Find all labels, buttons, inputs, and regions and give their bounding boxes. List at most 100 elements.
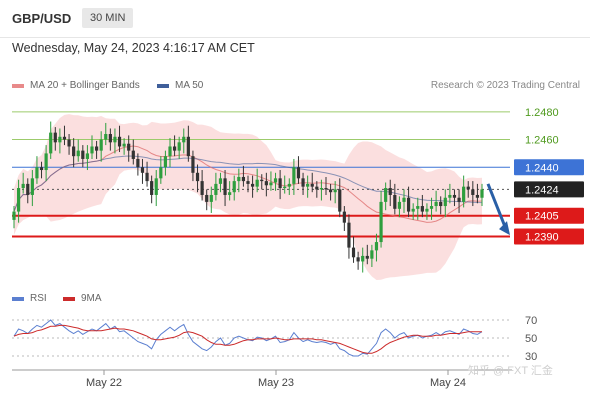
level-label-1.2424: 1.2424: [525, 184, 559, 196]
candle-body: [448, 194, 452, 198]
header-bar: GBP/USD 30 MIN: [0, 0, 590, 38]
candle-body: [434, 201, 438, 207]
candle-body: [365, 255, 369, 259]
candle-body: [127, 143, 131, 151]
candle-body: [351, 247, 356, 258]
candle-body: [296, 167, 301, 179]
candle-body: [361, 255, 365, 262]
candle-body: [480, 189, 484, 198]
chart-datetime: Wednesday, May 24, 2023 4:16:17 AM CET: [12, 41, 255, 55]
candle-body: [94, 146, 99, 151]
candle-body: [30, 178, 34, 195]
candle-body: [462, 186, 466, 202]
symbol-label: GBP/USD: [12, 11, 72, 26]
timeframe-badge[interactable]: 30 MIN: [82, 8, 134, 28]
level-badge-1.2440: [514, 159, 584, 176]
candle-body: [168, 146, 172, 157]
candle-body: [301, 178, 305, 187]
candle-body: [108, 134, 112, 143]
candle-body: [333, 189, 337, 193]
legend-bollinger: MA 20 + Bollinger Bands: [12, 80, 140, 91]
bb-label: MA 20 + Bollinger Bands: [30, 80, 140, 91]
rsi-9ma-line: [13, 324, 482, 354]
level-label-1.2460: 1.2460: [525, 135, 559, 147]
candle-body: [347, 222, 351, 248]
candle-body: [374, 242, 379, 251]
forecast-arrow-shaft: [486, 183, 508, 230]
candle-body: [283, 186, 287, 189]
candle-body: [370, 250, 374, 259]
bb-swatch: [12, 83, 24, 88]
candle-body: [49, 132, 53, 154]
candle-body: [117, 136, 122, 147]
level-label-1.2440: 1.2440: [525, 162, 559, 174]
candle-body: [416, 206, 420, 209]
candle-body: [475, 194, 480, 198]
candle-body: [319, 188, 324, 190]
rsi-label: RSI: [30, 293, 47, 304]
candle-body: [214, 183, 218, 195]
level-label-1.2405: 1.2405: [525, 211, 559, 223]
legend-ma50: MA 50: [157, 80, 203, 91]
candle-body: [466, 186, 470, 190]
candle-body: [232, 181, 236, 193]
candle-body: [443, 197, 447, 207]
candle-body: [131, 150, 135, 159]
candle-body: [200, 181, 204, 195]
candle-body: [429, 206, 434, 209]
level-badge-1.2405: [514, 207, 584, 224]
candle-body: [76, 150, 80, 157]
candle-body: [205, 194, 209, 202]
watermark: 知乎 @ FXT 汇金: [468, 365, 553, 377]
candle-body: [338, 189, 342, 212]
candle-body: [393, 194, 397, 209]
candle-body: [21, 183, 25, 189]
candle-body: [182, 136, 186, 143]
x-tick-label: May 22: [86, 377, 122, 389]
level-badge-1.2390: [514, 228, 584, 245]
candle-body: [406, 197, 411, 212]
level-label-1.2390: 1.2390: [525, 232, 559, 244]
candle-body: [223, 178, 227, 195]
legend-9ma: 9MA: [63, 293, 102, 304]
candle-body: [113, 136, 117, 143]
rsi-swatch: [12, 296, 24, 301]
candle-body: [452, 194, 457, 198]
candle-body: [16, 188, 21, 212]
candle-body: [457, 197, 461, 202]
candle-body: [411, 208, 415, 212]
candle-body: [154, 178, 158, 195]
candle-body: [99, 139, 103, 151]
candle-body: [328, 189, 333, 193]
candle-body: [310, 183, 314, 187]
candle-body: [278, 178, 282, 189]
candle-body: [402, 197, 406, 202]
x-tick-label: May 23: [258, 377, 294, 389]
candle-body: [324, 188, 328, 190]
candle-body: [177, 142, 181, 151]
candle-body: [72, 146, 76, 157]
legend-rsi: RSI: [12, 293, 47, 304]
candle-body: [471, 189, 475, 195]
rsi-tick-30: 30: [525, 351, 537, 363]
candle-body: [26, 183, 30, 195]
candle-body: [58, 136, 62, 143]
candle-body: [172, 146, 177, 151]
ma50-label: MA 50: [175, 80, 204, 91]
ma9-swatch: [63, 296, 75, 301]
candle-body: [104, 134, 108, 140]
candle-body: [315, 186, 319, 190]
candle-body: [260, 179, 264, 182]
candle-body: [218, 178, 223, 184]
ma9-label: 9MA: [81, 293, 102, 304]
candle-body: [269, 182, 273, 186]
candle-body: [420, 206, 424, 212]
candle-body: [67, 139, 71, 147]
candle-body: [246, 181, 250, 184]
candle-body: [439, 201, 443, 207]
rsi-tick-50: 50: [525, 333, 537, 345]
candle-body: [136, 158, 140, 168]
candle-body: [186, 136, 190, 157]
candle-body: [209, 194, 213, 202]
candle-body: [379, 201, 383, 243]
